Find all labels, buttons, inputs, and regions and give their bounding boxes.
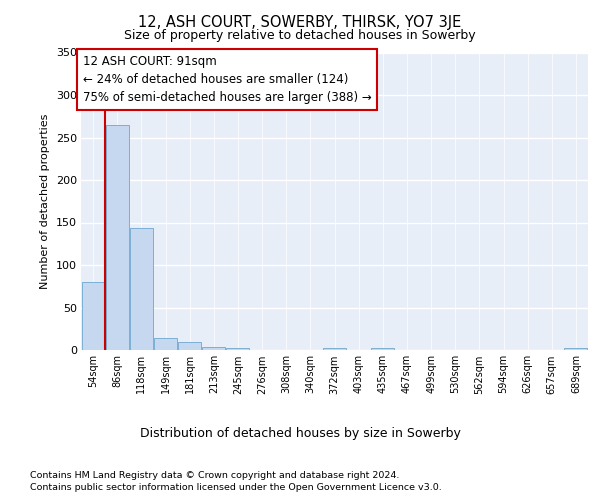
Text: 12 ASH COURT: 91sqm
← 24% of detached houses are smaller (124)
75% of semi-detac: 12 ASH COURT: 91sqm ← 24% of detached ho… <box>83 55 371 104</box>
Bar <box>202 348 225 350</box>
Bar <box>371 348 394 350</box>
Bar <box>154 338 177 350</box>
Text: Size of property relative to detached houses in Sowerby: Size of property relative to detached ho… <box>124 29 476 42</box>
Bar <box>178 342 201 350</box>
Y-axis label: Number of detached properties: Number of detached properties <box>40 114 50 289</box>
Bar <box>323 348 346 350</box>
Bar <box>106 124 129 350</box>
Text: 12, ASH COURT, SOWERBY, THIRSK, YO7 3JE: 12, ASH COURT, SOWERBY, THIRSK, YO7 3JE <box>139 15 461 30</box>
Bar <box>130 228 153 350</box>
Text: Contains HM Land Registry data © Crown copyright and database right 2024.: Contains HM Land Registry data © Crown c… <box>30 471 400 480</box>
Bar <box>565 348 587 350</box>
Text: Distribution of detached houses by size in Sowerby: Distribution of detached houses by size … <box>140 428 460 440</box>
Bar <box>226 348 250 350</box>
Text: Contains public sector information licensed under the Open Government Licence v3: Contains public sector information licen… <box>30 483 442 492</box>
Bar <box>82 282 104 350</box>
